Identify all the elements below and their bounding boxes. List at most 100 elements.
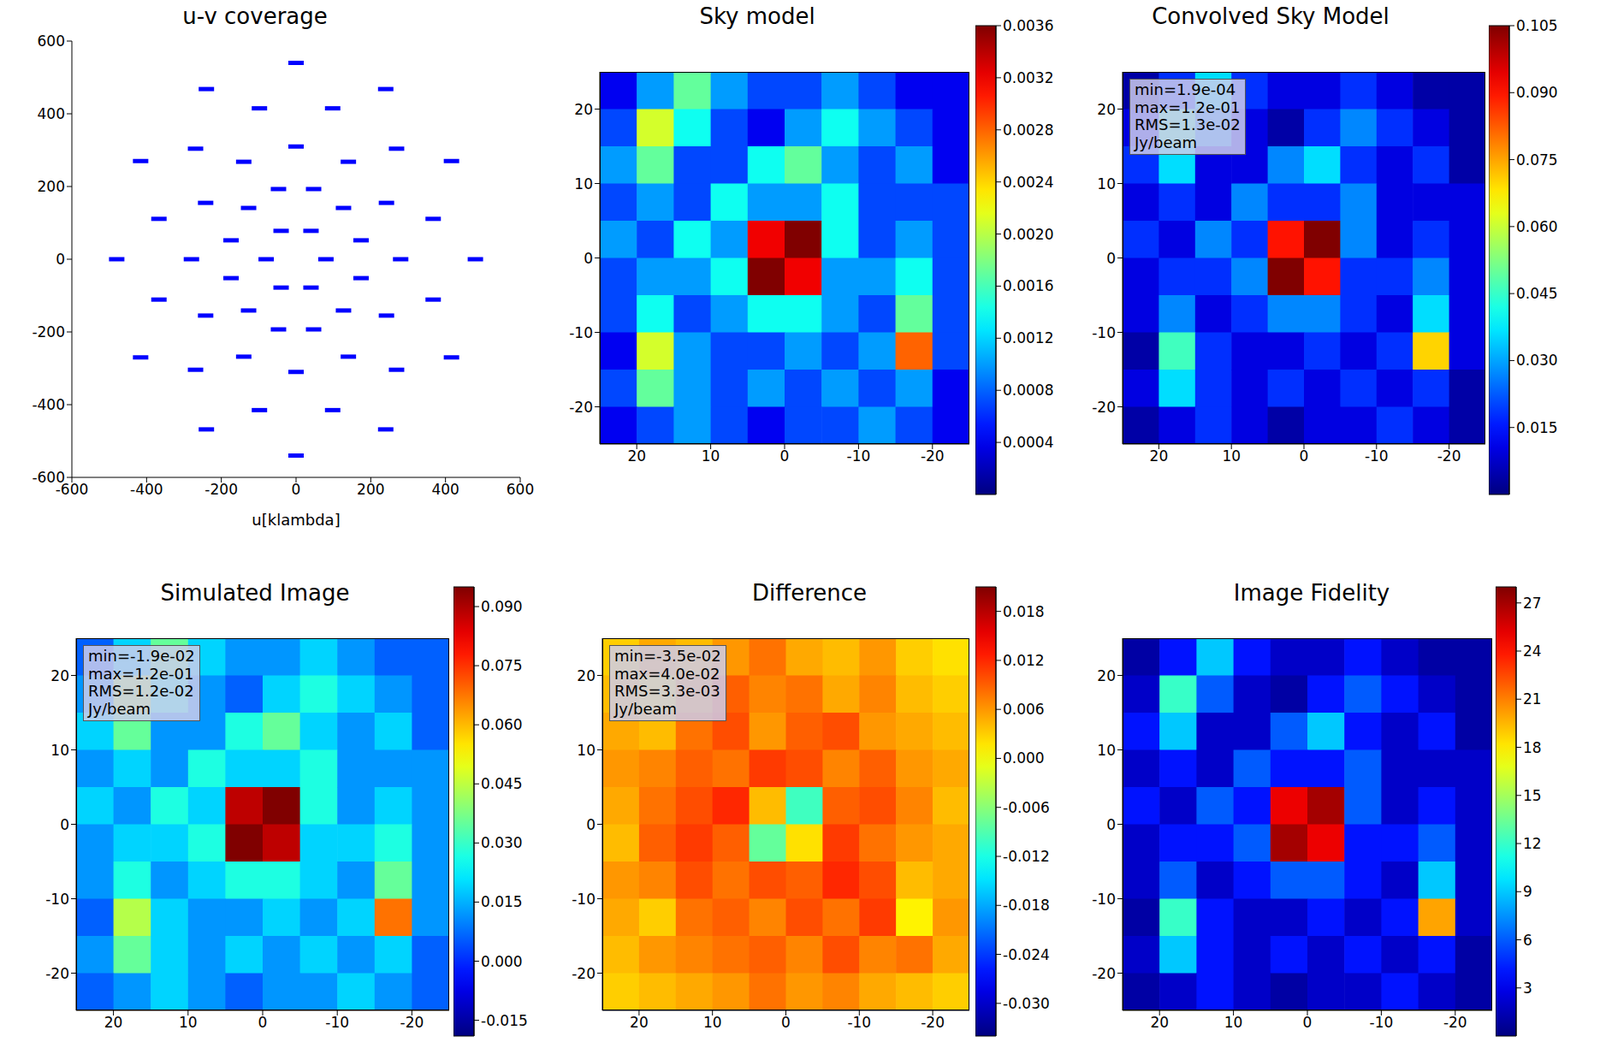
svg-text:-20: -20 [568,398,593,416]
svg-text:20: 20 [574,100,593,119]
svg-text:15: 15 [1522,787,1542,805]
svg-text:-10: -10 [568,324,593,342]
svg-text:6: 6 [1522,931,1533,949]
svg-text:-20: -20 [571,965,596,983]
svg-text:-200: -200 [204,480,238,498]
svg-text:20: 20 [627,447,646,465]
svg-text:-400: -400 [130,480,164,498]
svg-text:0: 0 [780,447,790,465]
svg-text:20: 20 [629,1013,649,1032]
svg-text:0.012: 0.012 [1002,651,1045,670]
svg-text:-20: -20 [45,965,70,983]
svg-text:-20: -20 [1091,398,1116,416]
svg-text:0.018: 0.018 [1002,603,1045,621]
svg-text:12: 12 [1522,835,1542,853]
svg-text:-20: -20 [1443,1013,1468,1032]
svg-text:600: 600 [506,480,534,498]
svg-text:18: 18 [1522,739,1542,757]
svg-text:0.075: 0.075 [480,657,523,675]
svg-text:10: 10 [701,447,721,465]
svg-text:200: 200 [356,480,385,498]
svg-text:10: 10 [1221,447,1241,465]
svg-text:0: 0 [583,249,593,267]
svg-text:0.030: 0.030 [480,834,523,852]
svg-text:0.0020: 0.0020 [1002,225,1054,243]
svg-text:-600: -600 [31,468,66,486]
svg-text:-10: -10 [1364,447,1389,465]
svg-text:-10: -10 [571,890,596,908]
svg-text:0.075: 0.075 [1516,151,1559,169]
svg-text:20: 20 [1149,447,1169,465]
svg-text:0.030: 0.030 [1516,351,1559,369]
svg-text:20: 20 [1149,1013,1169,1032]
svg-text:200: 200 [37,177,66,196]
svg-text:-0.012: -0.012 [1002,847,1050,866]
svg-text:-400: -400 [31,396,66,414]
svg-text:0.0012: 0.0012 [1002,329,1054,347]
svg-text:0: 0 [1299,447,1310,465]
svg-text:27: 27 [1522,594,1542,612]
svg-text:0.060: 0.060 [480,716,523,734]
svg-text:0.090: 0.090 [480,598,523,616]
svg-text:-20: -20 [400,1013,425,1032]
svg-text:0: 0 [1303,1013,1313,1032]
svg-text:400: 400 [431,480,459,498]
svg-text:20: 20 [1096,667,1116,685]
svg-text:0: 0 [781,1013,791,1032]
svg-text:0.090: 0.090 [1516,83,1559,101]
svg-text:-0.015: -0.015 [480,1012,528,1030]
svg-text:0.045: 0.045 [1516,284,1559,303]
svg-text:20: 20 [576,667,596,685]
svg-text:10: 10 [1224,1013,1244,1032]
svg-text:0.045: 0.045 [480,775,523,793]
svg-text:-10: -10 [1091,324,1116,342]
svg-text:0: 0 [291,480,302,498]
svg-text:-0.018: -0.018 [1002,896,1050,914]
svg-text:0: 0 [1106,249,1116,267]
svg-text:0.105: 0.105 [1516,17,1559,35]
svg-text:10: 10 [50,741,70,759]
svg-text:0: 0 [586,816,596,834]
svg-text:20: 20 [50,667,70,685]
svg-text:10: 10 [576,741,596,759]
svg-text:10: 10 [574,175,593,193]
svg-text:0.0028: 0.0028 [1002,121,1054,139]
svg-text:u[klambda]: u[klambda] [251,510,340,529]
svg-text:0: 0 [1106,816,1116,834]
svg-text:10: 10 [178,1013,198,1032]
svg-text:24: 24 [1522,642,1542,660]
svg-text:-0.006: -0.006 [1002,799,1050,817]
svg-text:10: 10 [1096,741,1116,759]
svg-text:0.060: 0.060 [1516,218,1559,236]
svg-text:-10: -10 [847,1013,872,1032]
svg-text:0: 0 [258,1013,268,1032]
svg-text:-10: -10 [325,1013,350,1032]
svg-text:20: 20 [104,1013,124,1032]
svg-text:0.0008: 0.0008 [1002,381,1054,399]
svg-text:600: 600 [37,32,66,50]
svg-text:0.0024: 0.0024 [1002,173,1054,191]
svg-text:-20: -20 [920,447,945,465]
svg-text:0.006: 0.006 [1002,700,1045,718]
svg-text:10: 10 [1096,175,1116,193]
svg-text:-200: -200 [31,323,66,341]
svg-text:0.0032: 0.0032 [1002,69,1054,87]
svg-text:-10: -10 [45,890,70,908]
svg-text:0.000: 0.000 [480,953,523,971]
svg-text:0.0016: 0.0016 [1002,277,1054,295]
svg-text:400: 400 [37,105,66,123]
svg-text:0: 0 [59,816,70,834]
svg-text:10: 10 [703,1013,723,1032]
svg-text:9: 9 [1522,882,1533,901]
svg-text:0.015: 0.015 [480,893,523,911]
svg-text:20: 20 [1096,100,1116,119]
svg-text:3: 3 [1522,979,1533,997]
svg-text:-10: -10 [1091,890,1116,908]
svg-text:-10: -10 [1369,1013,1394,1032]
svg-text:-20: -20 [1437,447,1462,465]
svg-text:0.0036: 0.0036 [1002,17,1054,35]
svg-text:0: 0 [55,250,66,268]
svg-text:-20: -20 [920,1013,945,1032]
svg-text:-0.030: -0.030 [1002,995,1050,1013]
svg-text:21: 21 [1522,690,1542,708]
